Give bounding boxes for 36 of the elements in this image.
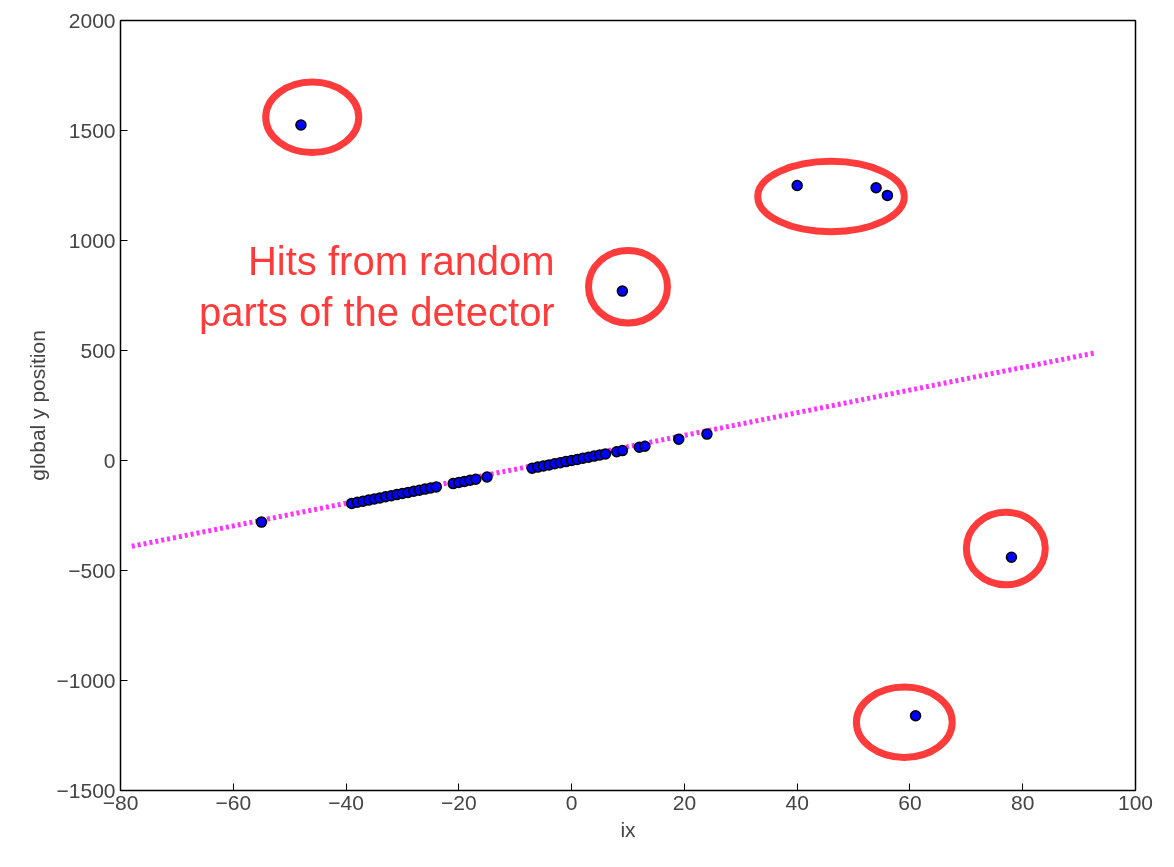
point (1005, 551, 1018, 564)
point (870, 181, 882, 194)
y-tick-label: 2000 (68, 8, 116, 32)
annotation: Hits from random parts of the detector (198, 239, 555, 334)
x-tick-label: −40 (328, 790, 364, 814)
y-tick-label: −500 (68, 558, 116, 582)
point (616, 285, 629, 297)
y-tick-label: 0 (103, 448, 116, 472)
y-tick-label: −1000 (56, 668, 116, 692)
y-tick-label: 500 (80, 338, 116, 362)
y-tick-label: 1000 (68, 228, 116, 252)
x-tick-label: 0 (565, 790, 578, 814)
x-tick-label: −60 (215, 790, 252, 814)
y-axis-title: global y position (25, 330, 49, 481)
x-tick-label: 60 (898, 790, 922, 814)
point (701, 428, 713, 440)
point (673, 433, 685, 445)
point (881, 189, 894, 202)
y-tick-label: −1500 (56, 778, 116, 802)
point (255, 516, 268, 528)
x-tick-label: 20 (672, 790, 697, 814)
point (430, 481, 443, 493)
point (481, 471, 493, 483)
x-tick-label: 80 (1011, 790, 1035, 814)
x-tick-label: 40 (785, 790, 809, 814)
point (791, 179, 803, 192)
point (639, 440, 651, 452)
point (295, 119, 307, 131)
point (616, 444, 629, 457)
point (909, 709, 922, 722)
x-tick-label: −20 (441, 790, 477, 814)
point (599, 448, 612, 460)
point (470, 473, 482, 485)
y-tick-label: 1500 (68, 118, 116, 142)
x-tick-label: 100 (1117, 790, 1154, 814)
x-axis-title: ix (620, 817, 637, 841)
